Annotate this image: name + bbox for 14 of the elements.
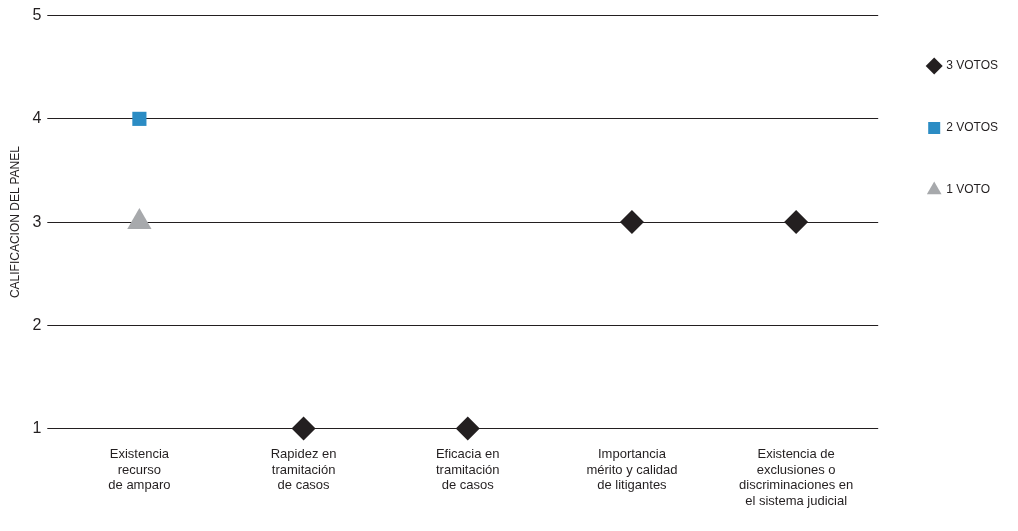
- y-axis-title: CALIFICACION DEL PANEL: [7, 145, 22, 299]
- x-tick-label: Importancia mérito y calidad de litigantes: [586, 445, 678, 493]
- y-tick-label: 3: [32, 212, 42, 230]
- legend-label: 3 VOTOS: [946, 58, 998, 73]
- x-tick-label: Existencia de exclusiones o discriminaciones en el sistema judicial: [739, 445, 854, 508]
- x-tick-label: Existencia recurso de amparo: [108, 445, 171, 493]
- y-tick-label: 2: [32, 315, 42, 333]
- y-tick-label: 1: [32, 419, 42, 437]
- legend-label: 1 VOTO: [946, 182, 990, 197]
- y-tick-label: 5: [32, 6, 42, 24]
- x-tick-label: Rapidez en tramitación de casos: [270, 445, 337, 493]
- legend-label: 2 VOTOS: [946, 120, 998, 135]
- y-tick-label: 4: [32, 109, 42, 127]
- x-tick-label: Eficacia en tramitación de casos: [435, 445, 500, 493]
